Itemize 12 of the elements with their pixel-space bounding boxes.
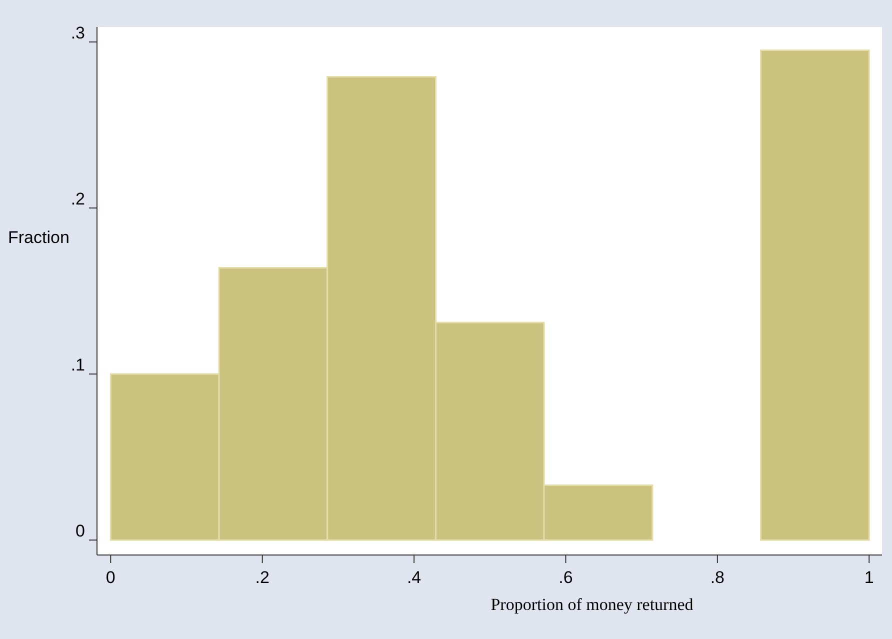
x-tick-label: .6 (558, 568, 573, 588)
y-tick-label: .2 (70, 190, 85, 209)
x-tick-label: .4 (406, 568, 422, 588)
x-tick-label: .2 (255, 568, 270, 588)
x-tick-label: 0 (106, 568, 116, 588)
x-axis-title: Proportion of money returned (490, 595, 694, 614)
y-tick-label: 0 (76, 522, 85, 541)
y-tick-label: .1 (70, 356, 85, 375)
y-axis-title: Fraction (8, 228, 70, 247)
x-tick-label: .8 (710, 568, 725, 588)
y-tick-label: .3 (70, 24, 85, 43)
x-tick-label: 1 (864, 568, 874, 588)
